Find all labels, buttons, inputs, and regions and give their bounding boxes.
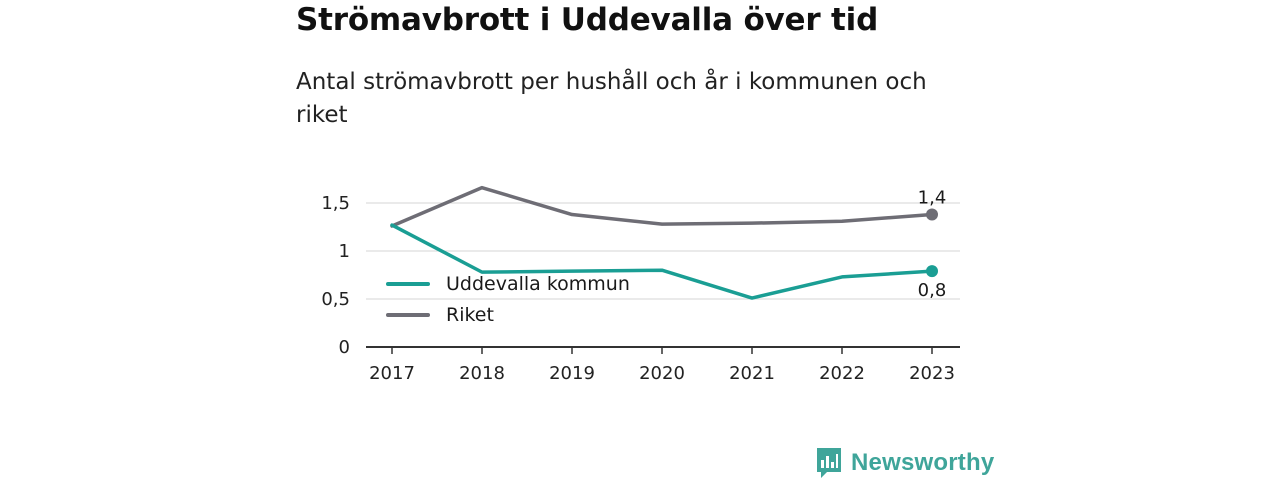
y-tick-label: 1	[339, 241, 350, 262]
x-tick-label: 2023	[909, 363, 955, 384]
legend-label: Uddevalla kommun	[446, 272, 630, 295]
x-tick-label: 2020	[639, 363, 685, 384]
x-axis: 2017 2018 2019 2020 2021 2022 2023	[366, 346, 960, 384]
x-tick-label: 2019	[549, 363, 595, 384]
end-labels: 1,4 0,8	[918, 188, 947, 302]
x-tick-label: 2021	[729, 363, 775, 384]
legend-label: Riket	[446, 303, 494, 326]
end-point	[926, 265, 938, 278]
series-lines	[390, 185, 938, 300]
y-tick-label: 1,5	[321, 193, 350, 214]
newsworthy-logo-icon	[817, 448, 841, 478]
legend: Uddevalla kommun Riket	[386, 268, 630, 330]
newsworthy-brand: Newsworthy	[815, 446, 994, 480]
brand-name: Newsworthy	[851, 449, 995, 476]
chart-subtitle: Antal strömavbrott per hushåll och år i …	[296, 69, 927, 128]
legend-swatch	[386, 312, 430, 317]
legend-item-uddevalla: Uddevalla kommun	[386, 268, 630, 299]
gridlines	[366, 202, 960, 300]
y-tick-label: 0,5	[321, 289, 350, 310]
x-tick-label: 2017	[369, 363, 415, 384]
legend-item-riket: Riket	[386, 299, 630, 330]
series-line	[390, 223, 934, 300]
x-tick-label: 2018	[459, 363, 505, 384]
y-tick-label: 0	[339, 337, 350, 358]
chart-title: Strömavbrott i Uddevalla över tid	[296, 2, 879, 38]
end-point	[926, 208, 938, 221]
legend-swatch	[386, 281, 430, 286]
y-axis-ticks: 0 0,5 1 1,5	[321, 193, 350, 358]
x-tick-label: 2022	[819, 363, 865, 384]
end-value-label: 1,4	[918, 188, 947, 209]
series-line	[390, 185, 934, 228]
end-value-label: 0,8	[918, 280, 947, 301]
